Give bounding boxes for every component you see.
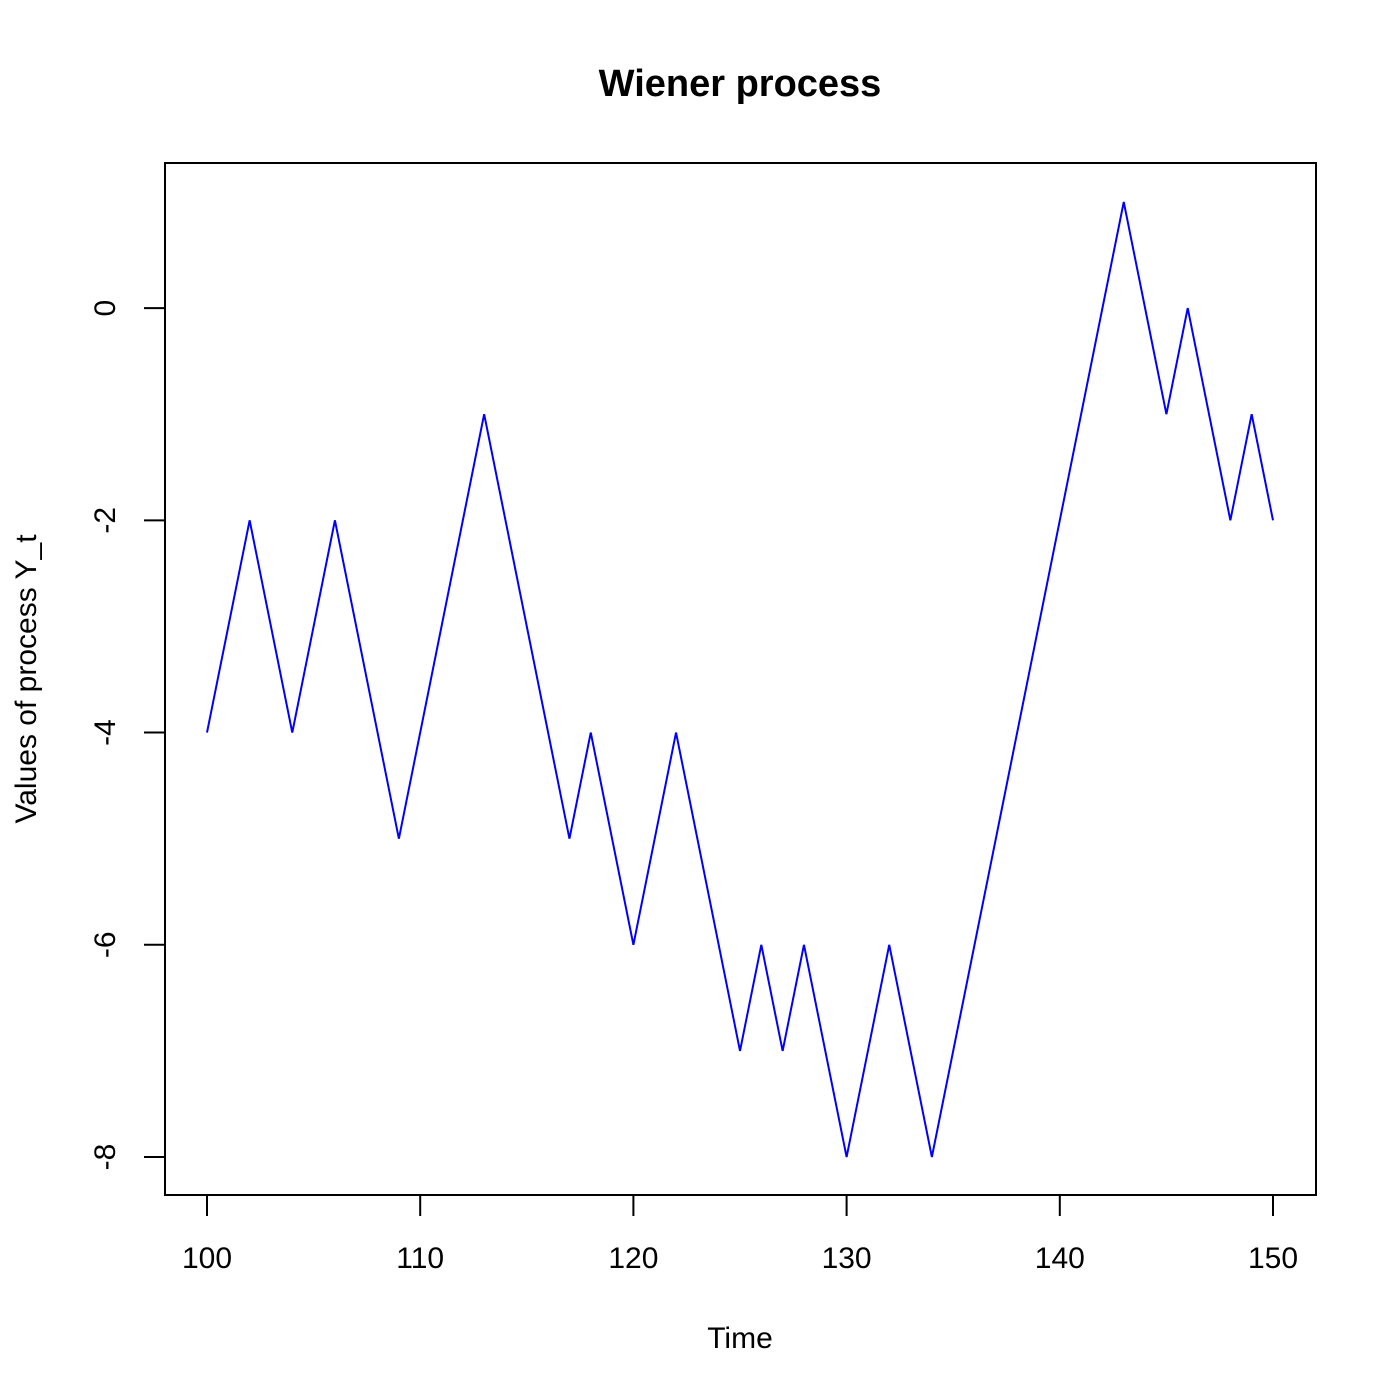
y-tick-label: -8 bbox=[89, 1144, 122, 1171]
x-tick-label: 140 bbox=[1035, 1242, 1085, 1275]
x-tick-label: 110 bbox=[396, 1242, 444, 1275]
x-tick-label: 100 bbox=[182, 1242, 232, 1275]
y-axis: -8 -6 -4 -2 0 bbox=[89, 300, 166, 1171]
series-layer bbox=[206, 201, 1274, 1158]
y-tick-label: -2 bbox=[89, 507, 122, 534]
x-tick-label: 150 bbox=[1248, 1242, 1298, 1275]
series-line-0 bbox=[206, 201, 1274, 1158]
y-tick-label: -6 bbox=[89, 931, 122, 958]
plot-frame bbox=[164, 162, 1317, 1196]
x-axis-label: Time bbox=[707, 1322, 773, 1355]
y-tick-label: 0 bbox=[89, 300, 122, 317]
x-tick-label: 120 bbox=[608, 1242, 658, 1275]
chart-title: Wiener process bbox=[599, 63, 882, 105]
y-axis-label: Values of process Y_t bbox=[10, 534, 43, 824]
x-axis: 100 110 120 130 140 150 bbox=[182, 1194, 1298, 1275]
x-tick-label: 130 bbox=[822, 1242, 872, 1275]
y-tick-label: -4 bbox=[89, 719, 122, 746]
